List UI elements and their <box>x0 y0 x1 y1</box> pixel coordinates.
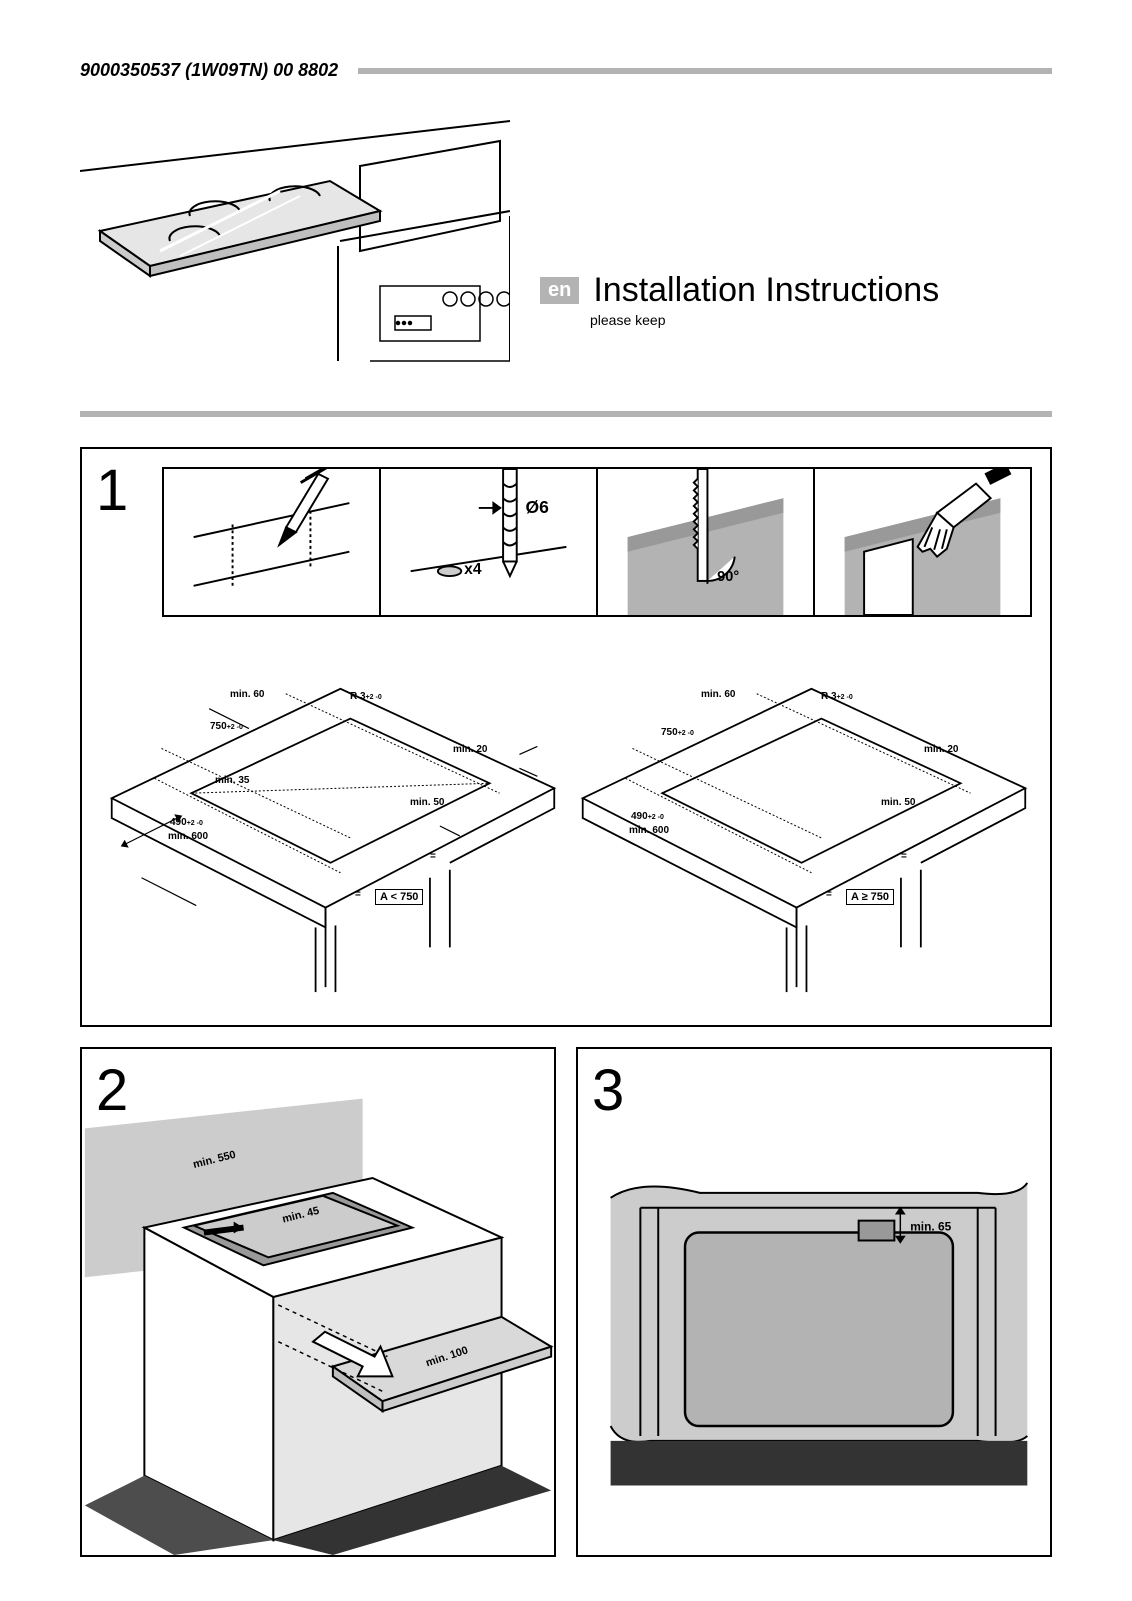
dim-r3-a: R 3+2 -0 <box>350 691 382 702</box>
dim-min60-b: min. 60 <box>701 689 735 700</box>
dim-min600-b: min. 600 <box>629 825 669 836</box>
tool-mark-icon <box>164 469 381 615</box>
step1-panel: 1 <box>80 447 1052 1027</box>
spec-right: min. 60 R 3+2 -0 750+2 -0 min. 20 min. 5… <box>571 649 1032 1007</box>
document-id: 9000350537 (1W09TN) 00 8802 <box>80 60 338 81</box>
dim-min50-a: min. 50 <box>410 797 444 808</box>
drill-qty: x4 <box>464 561 482 578</box>
step3-number: 3 <box>592 1057 624 1124</box>
dim-min35-a: min. 35 <box>215 775 249 786</box>
panel-row-23: 2 <box>80 1047 1052 1557</box>
dim-min20-a: min. 20 <box>453 744 487 755</box>
dim-A-a: A < 750 <box>375 889 423 905</box>
tool-strip: x4 Ø6 90° <box>162 467 1032 617</box>
subtitle: please keep <box>590 312 1052 328</box>
eq1-a: = <box>430 851 436 862</box>
dim-490-b: 490+2 -0 <box>631 811 664 822</box>
dim-490-a: 490+2 -0 <box>170 817 203 828</box>
saw-angle: 90° <box>717 569 739 585</box>
dim-min65: min. 65 <box>910 1220 951 1234</box>
drill-diameter: Ø6 <box>525 497 549 517</box>
eq2-b: = <box>826 889 832 900</box>
title-block: en Installation Instructions please keep <box>540 101 1052 328</box>
tool-saw-icon: 90° <box>598 469 815 615</box>
spec-row: min. 60 R 3+2 -0 750+2 -0 min. 20 min. 3… <box>100 649 1032 1007</box>
step2-illustration: min. 550 min. 45 min. 100 <box>82 1049 554 1555</box>
dim-min60-a: min. 60 <box>230 689 264 700</box>
step3-illustration: min. 65 <box>578 1049 1050 1555</box>
header-bar <box>358 68 1052 74</box>
dim-A-b: A ≥ 750 <box>846 889 894 905</box>
eq1-b: = <box>901 851 907 862</box>
main-title: Installation Instructions <box>593 271 939 310</box>
step2-panel: 2 <box>80 1047 556 1557</box>
dim-min20-b: min. 20 <box>924 744 958 755</box>
hero-illustration <box>80 101 510 381</box>
tool-drill-icon: x4 Ø6 <box>381 469 598 615</box>
tool-brush-icon <box>815 469 1030 615</box>
step3-panel: 3 min. 65 <box>576 1047 1052 1557</box>
header-row: 9000350537 (1W09TN) 00 8802 <box>80 60 1052 81</box>
dim-min50-b: min. 50 <box>881 797 915 808</box>
language-badge: en <box>540 277 579 304</box>
dim-750-a: 750+2 -0 <box>210 721 243 732</box>
dim-r3-b: R 3+2 -0 <box>821 691 853 702</box>
step2-number: 2 <box>96 1057 128 1124</box>
divider <box>80 411 1052 417</box>
spec-left: min. 60 R 3+2 -0 750+2 -0 min. 20 min. 3… <box>100 649 561 1007</box>
eq2-a: = <box>355 889 361 900</box>
hero-row: en Installation Instructions please keep <box>80 101 1052 381</box>
dim-750-b: 750+2 -0 <box>661 727 694 738</box>
dim-min600-a: min. 600 <box>168 831 208 842</box>
step1-number: 1 <box>96 457 128 524</box>
